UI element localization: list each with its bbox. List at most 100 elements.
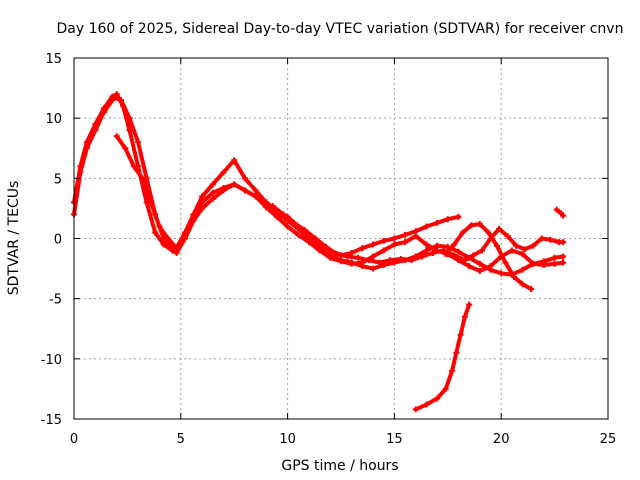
data-point: [355, 254, 362, 261]
data-point: [423, 247, 430, 254]
y-tick-label: -15: [41, 413, 62, 428]
tick-labels: 0 5 10 15 20 25 -15 -10 -5 0 5 10 15: [41, 52, 617, 447]
data-point: [519, 251, 526, 258]
data-point: [173, 245, 180, 252]
x-tick-label: 20: [493, 432, 510, 447]
x-tick-label: 5: [177, 432, 185, 447]
data-point: [423, 223, 430, 230]
data-point: [92, 121, 99, 128]
data-point: [451, 252, 458, 259]
data-point: [231, 181, 238, 188]
data-point: [135, 139, 142, 146]
data-point: [528, 286, 535, 293]
data-point: [455, 213, 462, 220]
data-point: [508, 247, 515, 254]
data-point: [316, 247, 323, 254]
y-tick-label: 5: [54, 172, 62, 187]
data-point: [122, 145, 129, 152]
data-point: [348, 249, 355, 256]
data-point: [496, 225, 503, 232]
data-point: [190, 211, 197, 218]
data-point: [117, 97, 124, 104]
series-line-track-b: [72, 94, 461, 258]
data-point: [530, 260, 537, 267]
data-point: [113, 91, 120, 98]
data-point: [461, 313, 468, 320]
data-point: [199, 193, 206, 200]
data-point: [560, 259, 567, 266]
tick-marks: [73, 57, 609, 420]
data-point: [380, 247, 387, 254]
data-point: [100, 105, 107, 112]
data-point: [209, 181, 216, 188]
data-point: [164, 235, 171, 242]
x-tick-label: 10: [279, 432, 296, 447]
data-point: [365, 257, 372, 264]
data-point: [284, 223, 291, 230]
data-point: [252, 193, 259, 200]
data-point: [147, 199, 154, 206]
y-tick-label: -5: [49, 293, 62, 308]
data-point: [504, 233, 511, 240]
data-point: [231, 157, 238, 164]
data-point: [476, 221, 483, 228]
data-point: [553, 206, 560, 213]
data-point: [455, 248, 462, 255]
data-point: [333, 251, 340, 258]
data-point: [402, 231, 409, 238]
data-point: [444, 216, 451, 223]
data-point: [241, 175, 248, 182]
data-point: [511, 274, 518, 281]
data-point: [301, 227, 308, 234]
data-point: [199, 199, 206, 206]
data-point: [540, 261, 547, 268]
data-point: [209, 189, 216, 196]
data-point: [412, 233, 419, 240]
data-point: [160, 241, 167, 248]
data-point: [434, 219, 441, 226]
data-point: [109, 93, 116, 100]
data-point: [560, 239, 567, 246]
data-point: [387, 257, 394, 264]
data-point: [457, 331, 464, 338]
data-point: [547, 236, 554, 243]
data-point: [451, 241, 458, 248]
data-point: [440, 247, 447, 254]
data-point: [498, 270, 505, 277]
data-point: [551, 260, 558, 267]
data-point: [252, 187, 259, 194]
data-point: [156, 223, 163, 230]
grid: [74, 58, 608, 419]
data-point: [519, 281, 526, 288]
data-point: [485, 229, 492, 236]
data-point: [269, 203, 276, 210]
series-layer: [71, 91, 567, 413]
data-point: [461, 257, 468, 264]
x-axis-label: GPS time / hours: [281, 458, 398, 474]
data-point: [126, 127, 133, 134]
data-point: [182, 229, 189, 236]
data-point: [126, 115, 133, 122]
series-line-track-c: [114, 134, 566, 273]
data-point: [280, 211, 287, 218]
data-point: [551, 254, 558, 261]
data-point: [397, 255, 404, 262]
data-point: [478, 247, 485, 254]
data-point: [209, 195, 216, 202]
data-point: [466, 301, 473, 308]
data-point: [442, 251, 449, 258]
data-point: [220, 169, 227, 176]
data-point: [459, 229, 466, 236]
data-point: [113, 133, 120, 140]
data-point: [513, 242, 520, 249]
data-point: [442, 385, 449, 392]
data-point: [370, 241, 377, 248]
data-point: [449, 367, 456, 374]
data-point: [152, 229, 159, 236]
data-point: [380, 237, 387, 244]
data-point: [423, 401, 430, 408]
x-tick-label: 15: [386, 432, 403, 447]
data-point: [487, 263, 494, 270]
data-point: [295, 231, 302, 238]
data-point: [83, 139, 90, 146]
